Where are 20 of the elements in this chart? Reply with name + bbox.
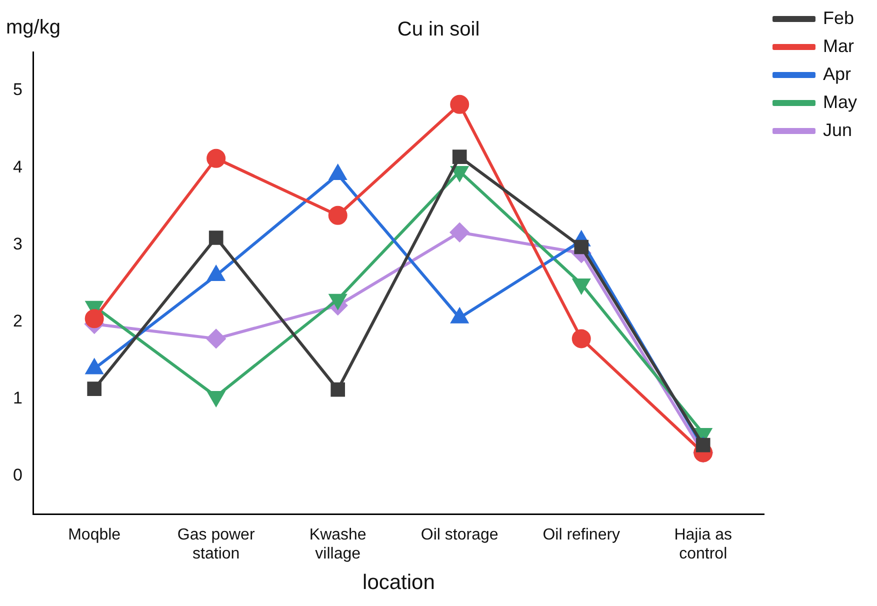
- y-tick-label: 5: [12, 80, 22, 100]
- legend-label: Feb: [822, 8, 854, 28]
- x-tick-label: Oil storage: [420, 526, 498, 544]
- y-tick-label: 1: [12, 388, 22, 408]
- legend-label: Mar: [822, 36, 854, 56]
- legend-label: May: [822, 92, 858, 112]
- x-tick-label: Kwashe village: [309, 526, 366, 563]
- chart-title: Cu in soil: [397, 18, 480, 41]
- y-tick-label: 2: [12, 311, 22, 330]
- x-tick-label: Hajia as control: [674, 526, 732, 563]
- x-axis-title: location: [362, 571, 435, 594]
- y-tick-label: 4: [12, 157, 22, 176]
- x-tick-label: Moqble: [68, 526, 121, 544]
- legend-label: Apr: [822, 64, 852, 84]
- legend-label: Jun: [822, 120, 852, 140]
- x-tick-label: Oil refinery: [542, 526, 620, 544]
- y-axis-title: mg/kg: [6, 16, 60, 39]
- x-tick-label: Gas power station: [177, 526, 256, 563]
- y-tick-label: 0: [12, 466, 22, 485]
- y-tick-label: 3: [12, 234, 22, 254]
